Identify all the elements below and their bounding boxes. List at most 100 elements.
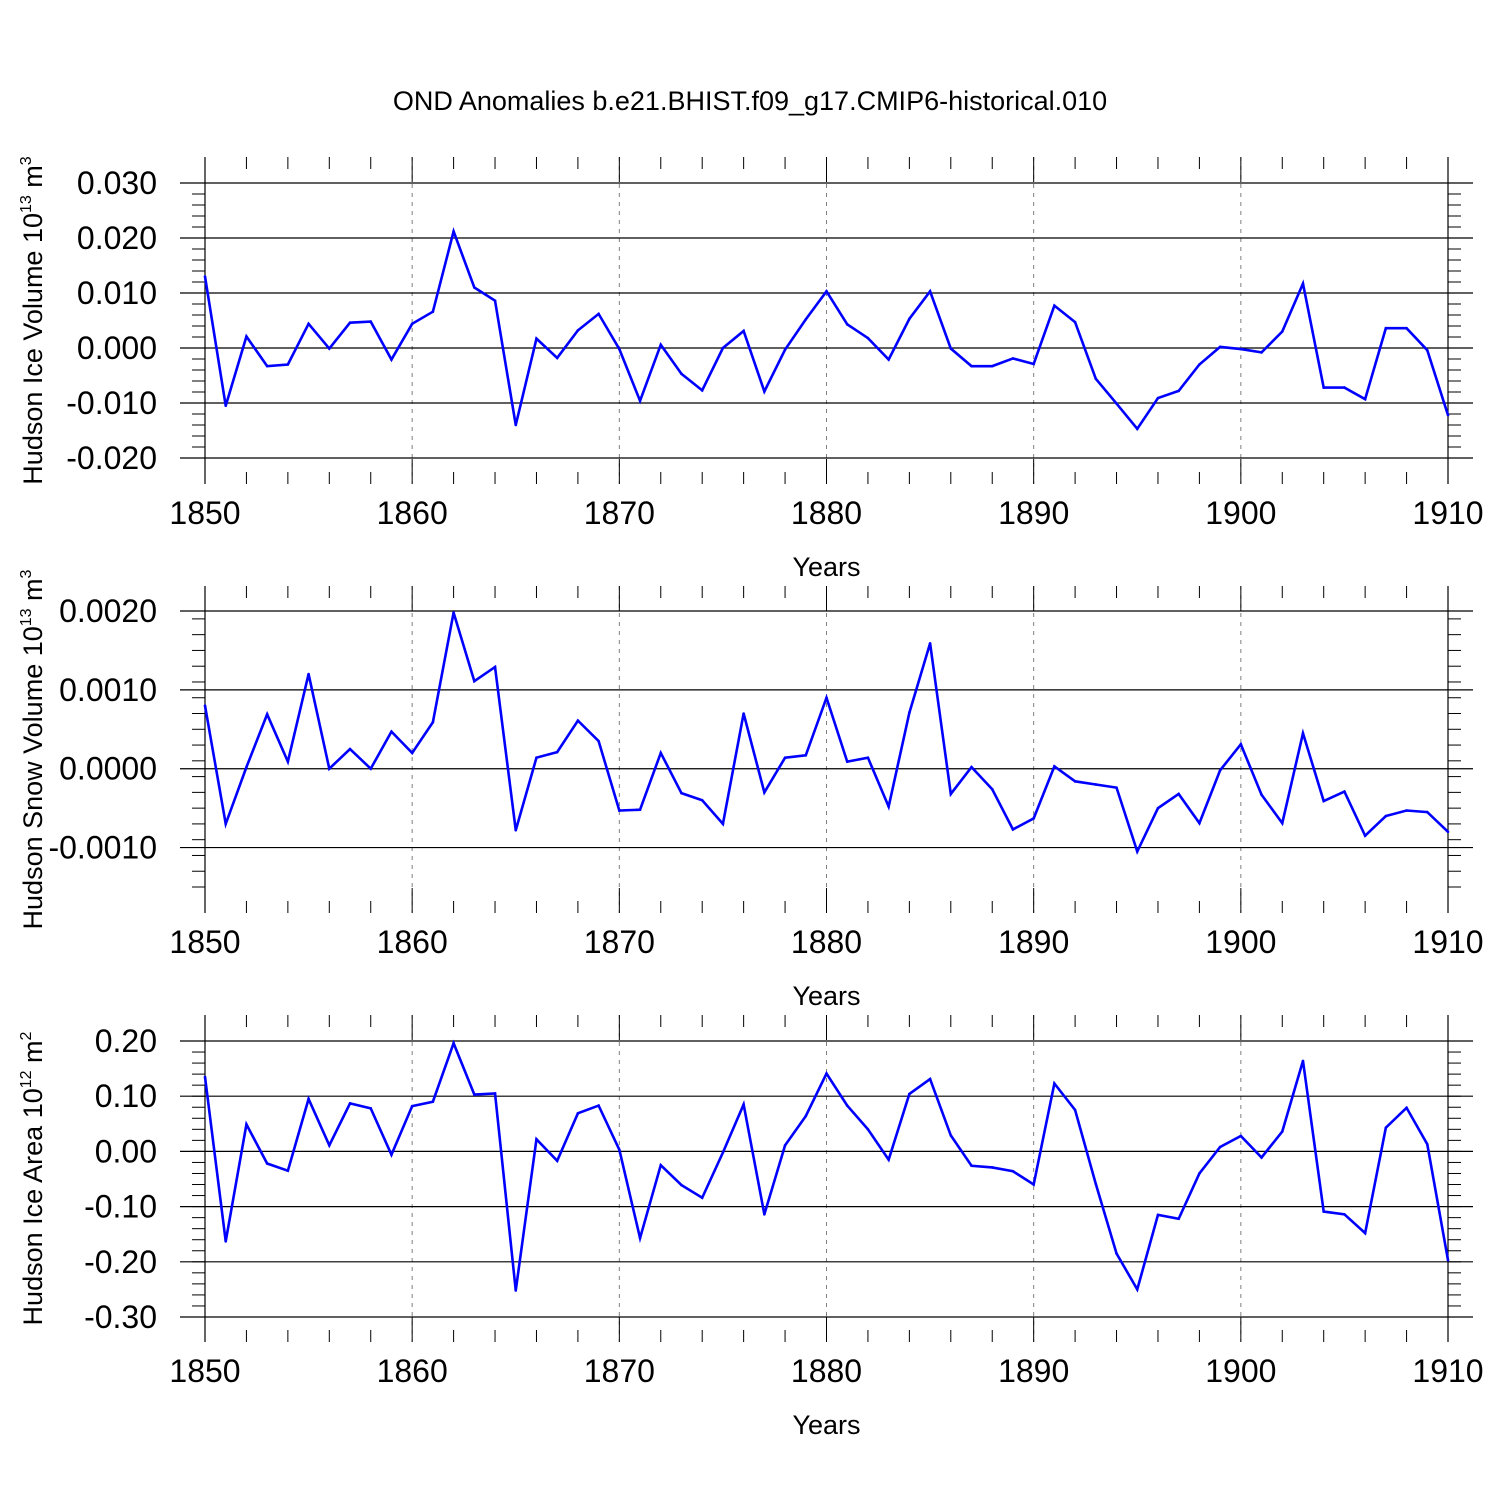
data-point-1876 <box>742 329 745 333</box>
y-tick-label-0p02: 0.020 <box>77 220 157 256</box>
data-point-1885 <box>928 642 932 645</box>
data-point-1860 <box>410 751 414 755</box>
data-point-1900 <box>1239 742 1243 746</box>
data-point-1881 <box>845 323 849 326</box>
x-axis-label: Years <box>792 981 860 1011</box>
data-point-1910 <box>1446 830 1450 834</box>
data-point-1878 <box>783 348 787 351</box>
data-point-1857 <box>348 1102 352 1105</box>
x-tick-label-1890: 1890 <box>998 495 1069 531</box>
data-point-1884 <box>908 1092 911 1096</box>
data-point-1909 <box>1425 1142 1429 1146</box>
y-tick-label-m0p1: -0.10 <box>84 1189 157 1225</box>
data-point-1882 <box>866 336 870 340</box>
data-point-1865 <box>514 423 518 427</box>
x-tick-label-1900: 1900 <box>1205 1353 1276 1389</box>
data-point-1908 <box>1405 326 1408 330</box>
data-point-1895 <box>1135 1288 1139 1291</box>
data-point-1909 <box>1425 348 1429 352</box>
data-point-1877 <box>763 390 766 393</box>
data-point-1898 <box>1198 821 1201 825</box>
data-point-1855 <box>307 672 310 676</box>
data-point-1862 <box>452 230 455 233</box>
data-point-1863 <box>473 679 476 683</box>
data-point-1894 <box>1115 402 1118 405</box>
data-point-1902 <box>1280 1130 1284 1133</box>
x-axis-label: Years <box>792 552 860 582</box>
data-point-1890 <box>1032 362 1035 366</box>
data-point-1894 <box>1115 786 1118 789</box>
data-point-1893 <box>1094 1182 1098 1186</box>
data-point-1865 <box>514 1289 518 1292</box>
data-point-1910 <box>1446 1258 1450 1262</box>
data-point-1901 <box>1260 351 1263 354</box>
data-point-1892 <box>1073 1108 1077 1112</box>
x-tick-label-1910: 1910 <box>1412 924 1483 960</box>
data-point-1901 <box>1260 793 1263 797</box>
data-point-1896 <box>1156 396 1160 400</box>
data-point-1882 <box>866 1128 870 1131</box>
figure-title: OND Anomalies b.e21.BHIST.f09_g17.CMIP6-… <box>393 86 1107 116</box>
data-point-1889 <box>1011 828 1015 831</box>
data-point-1899 <box>1218 768 1222 772</box>
data-point-1888 <box>990 364 994 368</box>
data-point-1904 <box>1322 799 1325 803</box>
data-point-1883 <box>887 805 890 808</box>
data-point-1858 <box>369 320 373 323</box>
data-point-1885 <box>928 290 932 293</box>
data-point-1875 <box>721 346 725 350</box>
data-point-1906 <box>1363 1231 1367 1235</box>
data-point-1873 <box>680 1183 683 1187</box>
y-tick-label-m0p01: -0.010 <box>66 385 157 421</box>
x-tick-label-1910: 1910 <box>1412 1353 1483 1389</box>
data-point-1857 <box>348 747 352 751</box>
data-point-1870 <box>618 809 621 812</box>
data-point-1861 <box>431 310 435 314</box>
x-tick-label-1850: 1850 <box>169 495 240 531</box>
data-point-1886 <box>949 347 953 350</box>
x-tick-label-1870: 1870 <box>584 495 655 531</box>
data-point-1850 <box>203 275 207 278</box>
data-point-1878 <box>783 1144 787 1147</box>
data-point-1900 <box>1239 347 1243 351</box>
y-tick-label-0p2: 0.20 <box>95 1023 157 1059</box>
data-point-1896 <box>1156 806 1160 810</box>
x-tick-label-1900: 1900 <box>1205 924 1276 960</box>
data-point-1888 <box>990 1166 994 1169</box>
data-point-1851 <box>224 822 228 826</box>
data-point-1908 <box>1405 809 1408 812</box>
data-point-1880 <box>825 1072 828 1075</box>
x-tick-label-1860: 1860 <box>377 495 448 531</box>
data-point-1868 <box>576 1112 580 1115</box>
data-point-1876 <box>742 1103 745 1106</box>
chart-panel-3: 1850 1860 1870 1880 1890 1900 1910 -0.30 -0.20 -0… <box>18 1015 1484 1440</box>
data-point-1868 <box>576 329 580 332</box>
data-point-1859 <box>390 1153 393 1157</box>
data-point-1884 <box>908 317 911 321</box>
data-point-1853 <box>265 1162 269 1165</box>
data-point-1854 <box>286 1169 290 1173</box>
data-point-1869 <box>597 312 600 316</box>
x-tick-label-1870: 1870 <box>584 924 655 960</box>
data-point-1880 <box>825 696 828 700</box>
data-point-1850 <box>203 1075 207 1079</box>
data-point-1871 <box>638 399 642 403</box>
x-tick-label-1890: 1890 <box>998 1353 1069 1389</box>
data-point-1893 <box>1094 377 1098 381</box>
data-point-1852 <box>245 335 248 338</box>
y-tick-label-0: 0.000 <box>77 330 157 366</box>
data-point-1884 <box>908 711 911 715</box>
data-point-1905 <box>1343 1213 1346 1216</box>
data-point-1873 <box>680 372 683 376</box>
data-point-1864 <box>493 665 497 669</box>
data-point-1892 <box>1073 780 1077 783</box>
chart-panel-1: 1850 1860 1870 1880 1890 1900 1910 -0.020 -0.010… <box>18 156 1484 582</box>
data-point-1902 <box>1280 330 1284 333</box>
x-tick-label-1900: 1900 <box>1205 495 1276 531</box>
data-point-1907 <box>1384 1126 1388 1129</box>
y-axis-label: Hudson Ice Volume 1013 m3 <box>18 156 48 484</box>
y-tick-label-0p002: 0.0020 <box>59 593 157 629</box>
data-point-1855 <box>307 322 310 326</box>
data-point-1859 <box>390 358 393 361</box>
